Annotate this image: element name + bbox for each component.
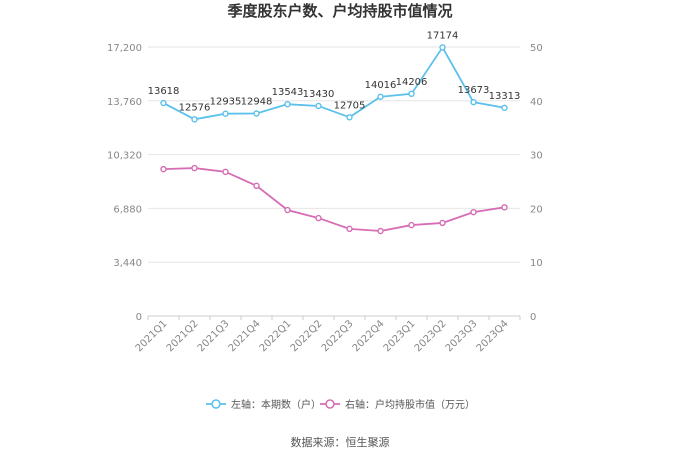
series-1-point bbox=[284, 100, 291, 108]
series-2-point bbox=[160, 165, 167, 173]
series-1-point bbox=[315, 102, 322, 110]
x-tick-label: 2022Q3 bbox=[320, 318, 356, 354]
data-label: 14016 bbox=[365, 80, 397, 91]
right-tick-label: 0 bbox=[530, 312, 536, 323]
data-label: 13673 bbox=[458, 85, 490, 96]
series-line-2 bbox=[163, 167, 505, 232]
data-label: 12948 bbox=[241, 96, 273, 107]
data-label: 12576 bbox=[179, 102, 211, 113]
x-tick-label: 2021Q3 bbox=[196, 318, 232, 354]
left-tick-label: 13,760 bbox=[107, 97, 142, 108]
left-tick-label: 17,200 bbox=[107, 43, 142, 54]
series-2-point bbox=[470, 208, 477, 216]
series-1-point bbox=[501, 104, 508, 111]
right-tick-label: 10 bbox=[530, 258, 543, 269]
x-tick-label: 2022Q4 bbox=[351, 318, 387, 354]
legend-label: 左轴：本期数（户） bbox=[231, 398, 321, 411]
data-label: 13618 bbox=[148, 86, 180, 97]
legend-swatch-marker bbox=[211, 399, 221, 409]
left-tick-label: 0 bbox=[136, 312, 142, 323]
x-tick-label: 2022Q2 bbox=[289, 318, 325, 354]
series-1-point bbox=[253, 110, 260, 117]
x-tick-label: 2023Q2 bbox=[413, 318, 449, 354]
series-2-point bbox=[377, 227, 384, 235]
left-tick-label: 3,440 bbox=[113, 258, 142, 269]
x-tick-label: 2023Q4 bbox=[475, 318, 511, 354]
left-tick-label: 6,880 bbox=[113, 204, 142, 215]
legend: 左轴：本期数（户） 右轴：户均持股市值（万元） bbox=[206, 398, 475, 411]
data-label: 12935 bbox=[210, 97, 242, 108]
series-line-1 bbox=[163, 45, 505, 121]
series-2-point bbox=[439, 219, 446, 227]
data-source: 数据来源：恒生聚源 bbox=[291, 435, 390, 449]
series-1-point bbox=[470, 98, 477, 106]
series-1-point bbox=[408, 90, 415, 98]
right-tick-label: 30 bbox=[530, 151, 543, 162]
data-label: 13313 bbox=[489, 91, 521, 102]
x-tick-label: 2021Q2 bbox=[165, 318, 201, 354]
x-tick-label: 2023Q3 bbox=[444, 318, 480, 354]
series-1-point bbox=[160, 99, 167, 107]
series-1-point bbox=[439, 44, 446, 51]
series-1-point bbox=[377, 93, 384, 100]
x-tick-label: 2022Q1 bbox=[258, 318, 294, 354]
series-2-point bbox=[408, 221, 415, 229]
data-label: 13430 bbox=[303, 89, 335, 100]
data-label: 14206 bbox=[396, 77, 428, 88]
series-1-point bbox=[346, 114, 353, 121]
x-tick-label: 2021Q4 bbox=[227, 318, 263, 354]
data-label: 13543 bbox=[272, 87, 304, 98]
series-2-point bbox=[346, 225, 353, 233]
right-tick-label: 40 bbox=[530, 97, 543, 108]
grid bbox=[148, 46, 520, 263]
legend-label: 右轴：户均持股市值（万元） bbox=[345, 398, 475, 411]
series-2-point bbox=[191, 164, 198, 172]
series-2-point bbox=[315, 214, 322, 222]
right-tick-label: 50 bbox=[530, 43, 543, 54]
left-tick-label: 10,320 bbox=[107, 151, 142, 162]
x-tick-label: 2021Q1 bbox=[134, 318, 170, 354]
chart-title: 季度股东户数、户均持股市值情况 bbox=[227, 2, 452, 20]
legend-swatch-marker bbox=[325, 399, 335, 409]
x-tick-label: 2023Q1 bbox=[382, 318, 418, 354]
series-1-point bbox=[222, 110, 229, 117]
series-2-point bbox=[501, 204, 508, 211]
series-2-point bbox=[222, 168, 229, 176]
data-label: 12705 bbox=[334, 100, 366, 111]
data-label: 17174 bbox=[427, 30, 459, 41]
series-1-point bbox=[191, 116, 198, 123]
series-2-point bbox=[253, 182, 260, 190]
series-2-point bbox=[284, 206, 291, 214]
right-tick-label: 20 bbox=[530, 204, 543, 215]
